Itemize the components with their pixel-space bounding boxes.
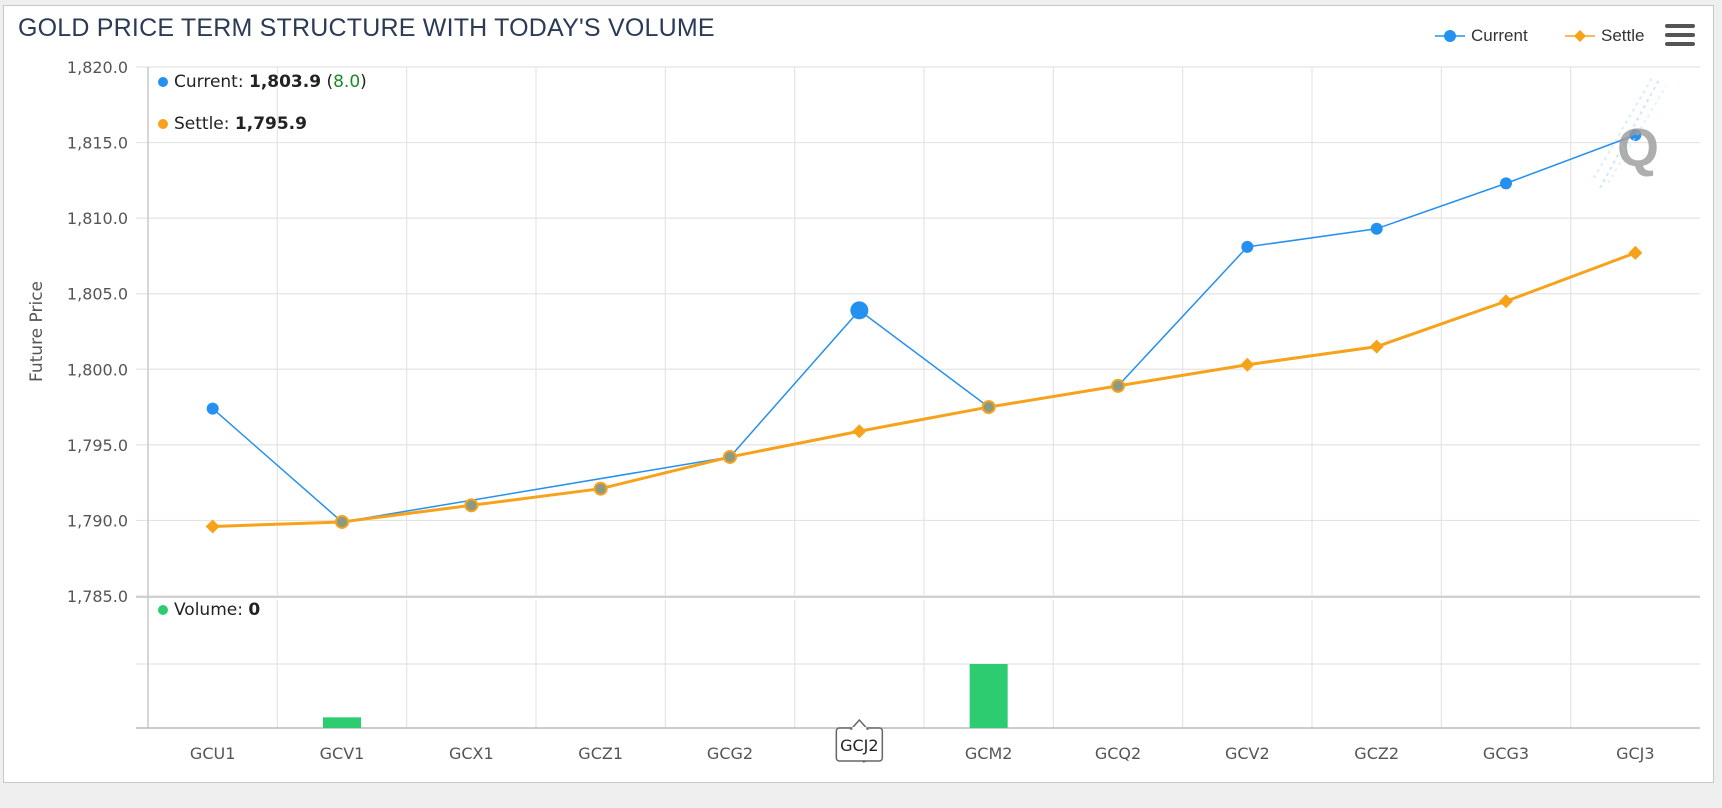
crosshair-pointer-mask bbox=[852, 727, 867, 731]
series-point-settle bbox=[1240, 357, 1255, 372]
volume-bar bbox=[323, 717, 361, 728]
series-line-settle bbox=[212, 251, 1636, 528]
series-point-overlap bbox=[335, 514, 349, 529]
series-point-overlap bbox=[593, 481, 608, 496]
tooltip-volume-value: 0 bbox=[248, 600, 261, 620]
series-point-current bbox=[1500, 177, 1512, 190]
series-point-settle bbox=[1369, 339, 1384, 354]
tooltip-current-change: 8.0 bbox=[333, 72, 361, 92]
legend-settle-label: Settle bbox=[1601, 26, 1645, 45]
y-axis: 1,785.0 1,790.0 1,795.0 1,800.0 1,805.0 1,810… bbox=[67, 58, 128, 606]
legend-current-label: Current bbox=[1471, 26, 1528, 45]
y-tick-label: 1,800.0 bbox=[67, 360, 128, 379]
y-tick-label: 1,795.0 bbox=[67, 436, 128, 455]
watermark-logo-icon: Q bbox=[1593, 78, 1667, 188]
hamburger-menu-icon bbox=[1665, 24, 1695, 46]
crosshair-text: GCJ2 bbox=[840, 736, 878, 755]
settle-dot-icon bbox=[158, 119, 168, 129]
y-axis-title: Future Price bbox=[27, 281, 47, 382]
series-point-overlap bbox=[981, 400, 996, 415]
series-point-current bbox=[1629, 129, 1642, 142]
series-point-overlap bbox=[1111, 378, 1125, 393]
x-tick-label: GCV2 bbox=[1225, 744, 1270, 763]
chart-grid bbox=[136, 66, 1700, 729]
volume-bar bbox=[969, 664, 1008, 728]
crosshair-label: GCJ2 bbox=[835, 718, 884, 762]
volume-bars bbox=[323, 664, 1008, 728]
x-tick-label: GCU1 bbox=[190, 744, 235, 763]
tooltip-settle-label: Settle: bbox=[174, 114, 230, 134]
series-point-current bbox=[850, 301, 869, 320]
settle-legend-marker-icon bbox=[1565, 30, 1595, 42]
current-dot-icon bbox=[158, 77, 168, 87]
y-tick-label: 1,805.0 bbox=[67, 285, 128, 304]
series-point-current bbox=[206, 402, 219, 415]
chart-title: GOLD PRICE TERM STRUCTURE WITH TODAY'S V… bbox=[18, 14, 715, 42]
series-point-settle bbox=[852, 424, 867, 439]
series-points bbox=[205, 129, 1643, 534]
series-point-settle bbox=[1628, 245, 1643, 260]
y-tick-label: 1,820.0 bbox=[67, 58, 128, 77]
series-point-current bbox=[1370, 222, 1383, 235]
x-tick-label: GCM2 bbox=[965, 744, 1013, 763]
x-tick-label: GCG3 bbox=[1483, 744, 1529, 763]
watermark-letter: Q bbox=[1617, 118, 1659, 178]
series-point-settle bbox=[1499, 294, 1513, 309]
chart-panel bbox=[3, 5, 1714, 783]
volume-dot-icon bbox=[158, 605, 168, 615]
x-tick-label: GCQ2 bbox=[1095, 744, 1141, 763]
x-tick-label: GCZ1 bbox=[578, 744, 623, 763]
series-point-overlap bbox=[723, 449, 737, 464]
x-axis: GCU1GCV1GCX1GCZ1GCG2GCJ2GCM2GCQ2GCV2GCZ2… bbox=[190, 744, 1655, 763]
current-legend-marker-icon bbox=[1435, 30, 1465, 42]
series-lines bbox=[212, 134, 1636, 528]
tooltip-volume-label: Volume: bbox=[174, 600, 243, 620]
x-tick-label: GCZ2 bbox=[1354, 744, 1399, 763]
y-tick-label: 1,790.0 bbox=[67, 511, 128, 530]
series-point-current bbox=[1241, 240, 1254, 253]
tooltip-volume: Volume: 0 bbox=[158, 600, 260, 620]
tooltip-settle: Settle: 1,795.9 bbox=[158, 114, 307, 134]
x-tick-label: GCG2 bbox=[707, 744, 753, 763]
x-tick-label: GCV1 bbox=[320, 744, 365, 763]
y-tick-label: 1,810.0 bbox=[67, 209, 128, 228]
tooltip-current-value: 1,803.9 bbox=[248, 72, 322, 92]
tooltip-settle-value: 1,795.9 bbox=[234, 114, 307, 134]
tooltip-current: Current: 1,803.9 (8.0) bbox=[158, 72, 367, 92]
x-tick-label: GCX1 bbox=[449, 744, 494, 763]
chart-menu-button[interactable] bbox=[1665, 24, 1695, 52]
series-point-settle bbox=[205, 519, 220, 534]
tooltip-current-label: Current: bbox=[174, 72, 244, 92]
series-point-overlap bbox=[464, 498, 479, 513]
y-tick-label: 1,785.0 bbox=[67, 587, 128, 606]
x-tick-label: GCJ3 bbox=[1616, 744, 1654, 763]
y-tick-label: 1,815.0 bbox=[67, 134, 128, 153]
